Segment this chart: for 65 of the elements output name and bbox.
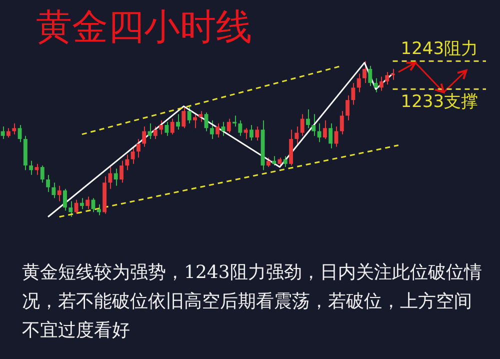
candlestick: [340, 110, 344, 135]
candlestick: [294, 126, 299, 146]
text: 黄金短线较为强势，1243阻力强劲，日内关注此位破位情况，若不能破位依旧高空后期看震荡，若破位，上方空间不宜过度看好: [22, 261, 482, 343]
candlestick: [216, 122, 220, 138]
candlestick: [130, 146, 135, 164]
candlestick: [250, 124, 254, 142]
candlestick: [300, 114, 304, 136]
candlestick: [86, 196, 90, 210]
candlestick: [12, 122, 16, 135]
candlestick: [57, 185, 62, 202]
candlestick: [114, 168, 118, 186]
candlestick: [170, 118, 174, 135]
candlestick: [226, 118, 231, 134]
candlestick: [232, 115, 236, 128]
candlestick: [74, 199, 78, 214]
candlestick: [125, 154, 130, 171]
ref-line-label: 1233支撑: [400, 92, 478, 112]
candlestick: [198, 110, 203, 122]
chart-title: 黄金四小时线: [36, 7, 252, 48]
candlestick: [29, 160, 34, 176]
candlestick: [40, 164, 44, 184]
candlestick: [255, 126, 260, 142]
candlestick: [63, 188, 67, 212]
candlestick: [52, 182, 56, 199]
candlestick: [272, 156, 276, 166]
candlestick: [368, 65, 372, 87]
candlestick: [164, 121, 169, 136]
candlestick: [283, 156, 288, 168]
candlestick: [6, 128, 10, 138]
candlestick: [182, 107, 186, 129]
candlestick: [120, 160, 124, 184]
candlestick: [142, 126, 146, 148]
candlestick: [96, 204, 101, 216]
candlestick: [68, 200, 73, 218]
ref-line-label: 1243阻力: [400, 39, 478, 60]
candlestick: [159, 120, 164, 135]
candlestick: [362, 60, 366, 84]
candlestick: [346, 94, 350, 121]
candlestick: [306, 108, 310, 129]
candlestick: [238, 120, 242, 136]
candlestick: [312, 114, 316, 136]
candlestick: [379, 76, 384, 92]
candlestick: [356, 73, 361, 93]
candlestick: [266, 157, 270, 168]
candlestick: [136, 138, 140, 158]
candlestick: [328, 122, 333, 149]
candlestick: [153, 126, 158, 140]
candlestick: [317, 122, 322, 143]
candlestick: [108, 166, 112, 190]
candlestick: [322, 120, 327, 140]
candlestick: [221, 121, 226, 136]
candlestick: [80, 198, 84, 210]
candlestick: [385, 72, 390, 85]
candlestick: [176, 114, 180, 130]
candlestick: [351, 82, 356, 106]
candlestick: [374, 78, 378, 93]
candlestick: [187, 106, 192, 124]
candlestick: [91, 198, 96, 213]
candlestick: [0, 126, 5, 140]
candlestick: [192, 114, 197, 129]
candlestick: [18, 124, 22, 143]
candlestick: [244, 128, 248, 140]
candlestick: [148, 122, 152, 140]
candlestick: [210, 120, 214, 140]
candlestick: [46, 174, 50, 192]
